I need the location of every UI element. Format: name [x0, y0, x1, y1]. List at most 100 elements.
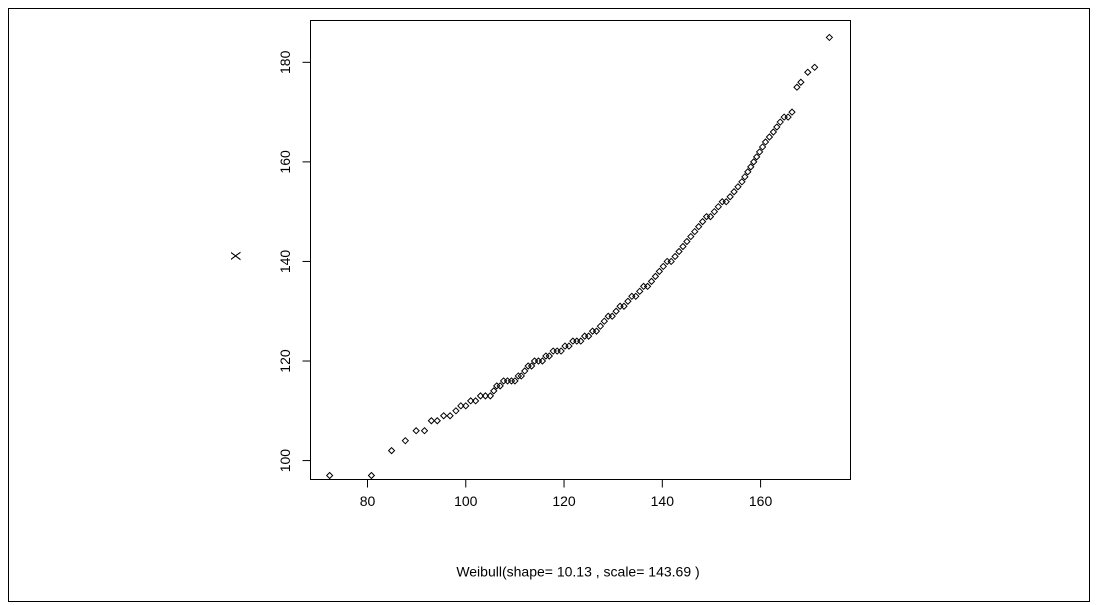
point	[718, 198, 726, 206]
plot-box	[310, 20, 851, 480]
point	[825, 33, 834, 42]
point	[496, 382, 504, 390]
point	[584, 332, 593, 340]
point	[534, 357, 543, 365]
point	[452, 407, 460, 415]
point	[481, 392, 490, 400]
x-tick-label: 80	[360, 493, 376, 509]
x-axis-label: Weibull(shape= 10.13 , scale= 143.69 )	[456, 564, 699, 580]
point	[793, 83, 801, 91]
point	[612, 307, 620, 315]
point	[722, 198, 730, 206]
point	[624, 297, 632, 305]
point	[734, 183, 742, 191]
point	[471, 397, 480, 405]
point	[744, 168, 752, 176]
point	[647, 277, 656, 286]
point	[694, 222, 703, 231]
point	[527, 362, 536, 370]
point	[503, 377, 512, 385]
point	[706, 212, 715, 221]
point	[325, 471, 334, 480]
point	[514, 372, 523, 380]
point	[738, 178, 746, 186]
point	[490, 387, 498, 395]
point	[577, 337, 585, 345]
point	[636, 287, 644, 296]
point	[659, 262, 668, 271]
point	[651, 272, 660, 281]
point	[784, 113, 792, 121]
point	[773, 123, 781, 131]
y-axis-label: X	[228, 251, 244, 261]
point	[758, 143, 767, 151]
point	[517, 372, 525, 380]
frame	[8, 8, 1090, 602]
point	[780, 113, 788, 121]
point	[765, 133, 774, 141]
point	[573, 337, 581, 345]
y-tick-label: 180	[277, 50, 293, 74]
point	[588, 327, 597, 335]
point	[655, 267, 664, 276]
point	[446, 412, 454, 420]
point	[608, 312, 616, 320]
point	[691, 227, 699, 236]
point	[616, 302, 624, 310]
point	[466, 397, 475, 405]
point	[741, 173, 749, 181]
point	[545, 352, 554, 360]
point	[561, 342, 569, 350]
point	[462, 402, 470, 410]
x-tick-label: 140	[651, 493, 675, 509]
point	[675, 247, 683, 256]
point	[628, 292, 636, 301]
point	[486, 392, 495, 400]
point	[530, 357, 539, 365]
point	[810, 63, 819, 72]
point	[749, 158, 758, 166]
point	[511, 377, 519, 385]
point	[804, 68, 812, 76]
point	[604, 312, 612, 320]
point	[565, 342, 573, 350]
point	[367, 471, 376, 480]
point	[683, 237, 691, 246]
point	[698, 217, 707, 226]
point	[433, 417, 441, 425]
point	[755, 148, 764, 156]
point	[671, 252, 679, 261]
point	[538, 357, 547, 365]
point	[549, 347, 557, 355]
point	[420, 427, 429, 435]
point	[667, 257, 675, 266]
y-tick-label: 140	[277, 250, 293, 274]
point	[788, 108, 796, 116]
point	[580, 332, 589, 340]
point	[499, 377, 508, 385]
point	[596, 322, 605, 330]
point	[687, 232, 695, 241]
point	[710, 207, 719, 216]
point	[553, 347, 561, 355]
point	[679, 242, 687, 251]
point	[521, 367, 529, 375]
point	[412, 427, 420, 435]
point	[632, 292, 640, 301]
x-tick-label: 100	[454, 493, 478, 509]
point	[714, 202, 723, 211]
point	[752, 153, 761, 161]
point	[387, 446, 396, 455]
point	[592, 327, 601, 335]
y-tick-label: 120	[277, 349, 293, 373]
point	[797, 78, 805, 86]
point	[457, 402, 465, 410]
point	[730, 188, 738, 196]
x-tick-label: 160	[749, 493, 773, 509]
point	[702, 212, 711, 221]
point	[401, 436, 410, 445]
x-tick-label: 120	[552, 493, 576, 509]
point	[557, 347, 565, 355]
y-tick-label: 100	[277, 449, 293, 473]
